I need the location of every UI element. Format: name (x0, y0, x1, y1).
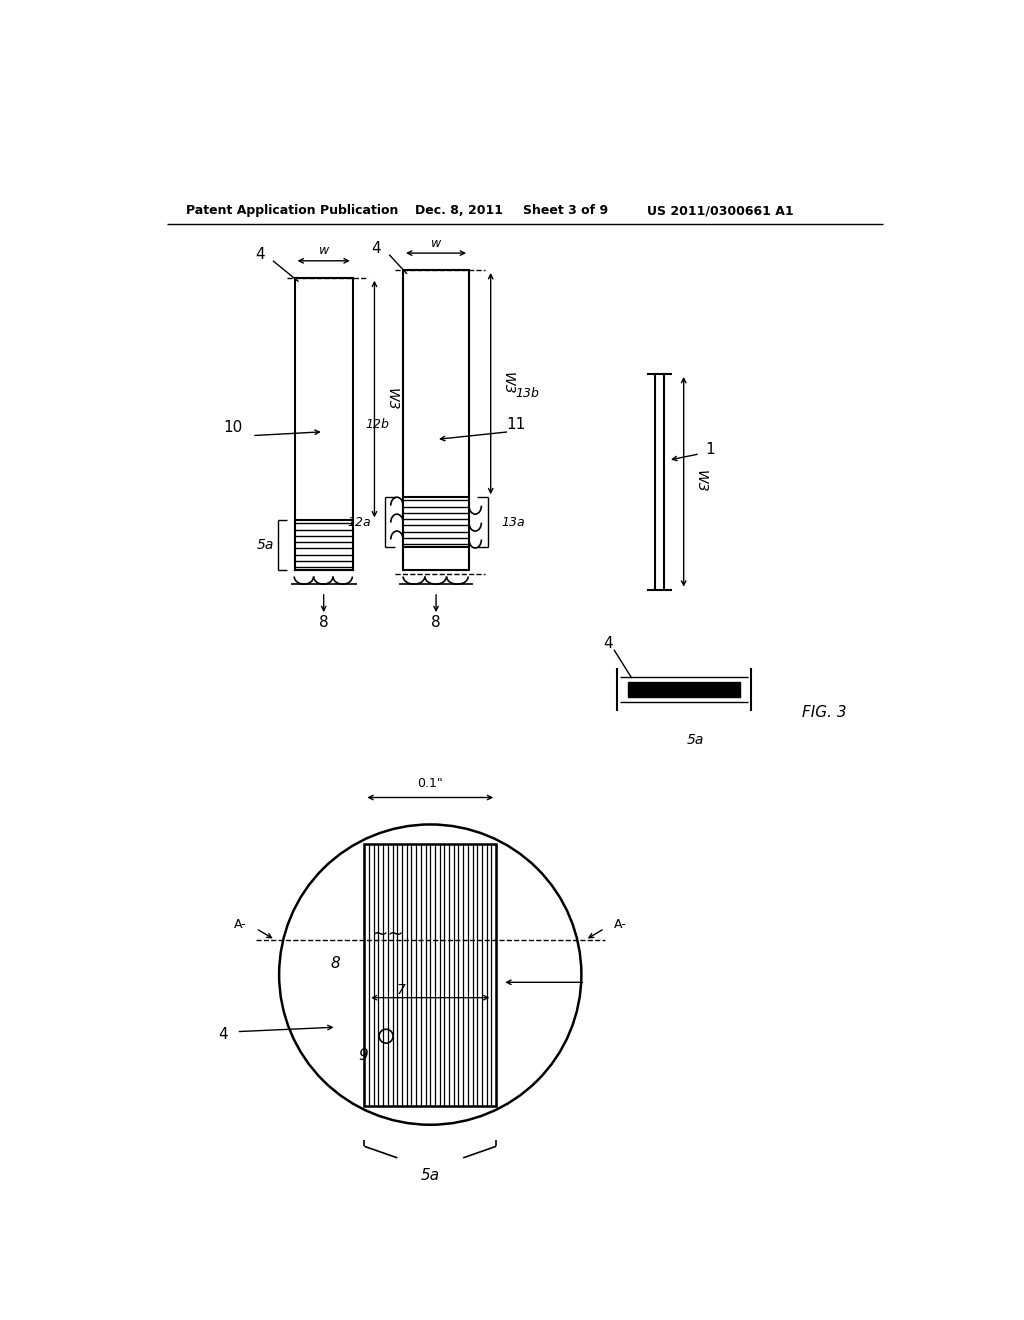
Text: 13b: 13b (515, 387, 540, 400)
Text: 8: 8 (431, 615, 441, 630)
Text: 4: 4 (218, 1027, 228, 1043)
Text: W3: W3 (501, 372, 515, 395)
Text: 13a: 13a (502, 516, 525, 529)
Text: 0.1": 0.1" (418, 777, 443, 791)
Text: 11: 11 (506, 417, 525, 432)
Text: 4: 4 (604, 636, 613, 651)
Text: A-: A- (614, 917, 627, 931)
Text: W3: W3 (384, 388, 398, 411)
Text: 5a: 5a (421, 1168, 440, 1183)
Text: US 2011/0300661 A1: US 2011/0300661 A1 (647, 205, 794, 218)
Text: W3: W3 (693, 470, 708, 494)
Text: Patent Application Publication: Patent Application Publication (186, 205, 398, 218)
Text: 8: 8 (330, 956, 340, 970)
Text: 10: 10 (223, 420, 243, 436)
Text: 12b: 12b (366, 417, 389, 430)
Text: FIG. 3: FIG. 3 (802, 705, 847, 721)
Bar (295, 520, 352, 570)
Text: A-: A- (233, 917, 247, 931)
Text: 12a: 12a (347, 516, 371, 529)
Text: 7: 7 (396, 983, 406, 997)
Bar (365, 843, 496, 1106)
Text: w: w (431, 236, 441, 249)
Text: 4: 4 (255, 247, 264, 263)
Bar (295, 277, 352, 570)
Text: 9: 9 (358, 1048, 368, 1063)
Text: 1: 1 (706, 442, 715, 457)
Text: Dec. 8, 2011: Dec. 8, 2011 (415, 205, 503, 218)
Text: 5a: 5a (256, 539, 273, 552)
Bar (403, 498, 469, 548)
Text: 5a: 5a (687, 733, 705, 747)
Text: ~~: ~~ (372, 924, 404, 944)
Bar (403, 271, 469, 570)
Text: Sheet 3 of 9: Sheet 3 of 9 (523, 205, 608, 218)
Text: 4: 4 (371, 242, 381, 256)
Text: w: w (318, 244, 329, 257)
Text: 8: 8 (318, 615, 329, 630)
